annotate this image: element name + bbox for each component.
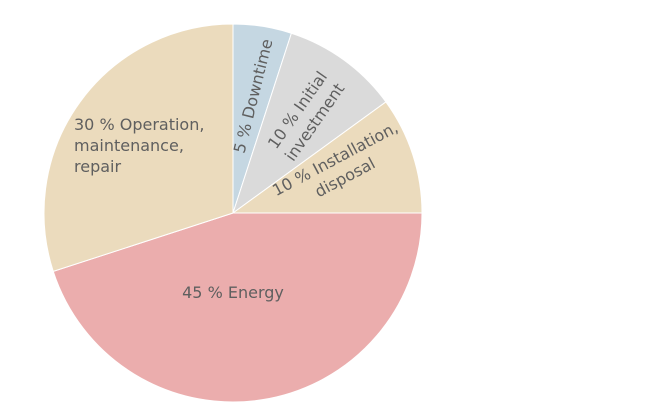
pie-slice [231,101,423,214]
slice-label-line: 30 % Operation, [74,115,204,134]
slice-label-line: 45 % Energy [182,283,284,302]
slice-label-line: maintenance, [74,136,184,155]
pie-slice [43,23,234,273]
pie-slices [43,23,423,403]
pie-slice [232,32,387,215]
slice-label-line: repair [74,157,121,176]
pie-slice [52,212,423,403]
slice-label: 30 % Operation, maintenance, repair [74,115,204,176]
slice-label: 45 % Energy [182,283,284,302]
